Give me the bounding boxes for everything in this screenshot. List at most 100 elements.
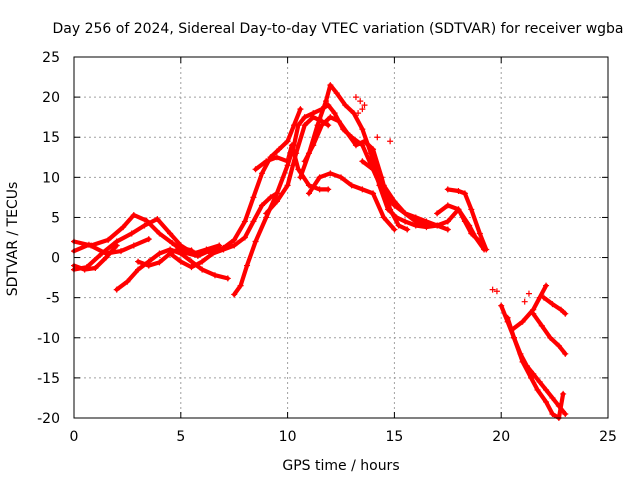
data-point	[560, 390, 567, 397]
data-point	[498, 302, 505, 309]
scatter-point	[374, 134, 381, 141]
y-tick-label: 10	[42, 170, 60, 186]
data-point	[318, 106, 325, 113]
data-point	[284, 182, 291, 189]
data-point	[549, 301, 556, 308]
data-point	[263, 210, 270, 217]
data-point	[367, 150, 374, 157]
x-axis-label: GPS time / hours	[282, 458, 399, 474]
data-point	[113, 242, 120, 249]
data-point	[528, 374, 535, 381]
data-point	[156, 259, 163, 266]
data-point	[231, 242, 238, 249]
data-point	[156, 230, 163, 237]
data-point	[188, 258, 195, 265]
data-point	[301, 114, 308, 121]
scatter-point	[359, 106, 366, 113]
data-point	[538, 322, 545, 329]
data-point	[237, 282, 244, 289]
data-point	[267, 154, 274, 161]
data-point	[145, 236, 152, 243]
data-point	[297, 174, 304, 181]
data-point	[203, 246, 210, 253]
data-point	[370, 146, 377, 153]
data-point	[211, 272, 218, 279]
data-point	[555, 342, 562, 349]
data-point	[85, 241, 92, 248]
data-point	[130, 212, 137, 219]
data-point	[293, 150, 300, 157]
data-point	[124, 278, 131, 285]
data-point	[323, 98, 330, 105]
data-point	[135, 258, 142, 265]
data-point	[252, 166, 259, 173]
data-point	[543, 398, 550, 405]
data-point	[250, 218, 257, 225]
y-tick-label: 0	[51, 251, 60, 267]
data-point	[543, 282, 550, 289]
data-point	[105, 236, 112, 243]
data-point	[549, 410, 556, 417]
data-point	[120, 224, 127, 231]
x-tick-label: 5	[176, 429, 185, 445]
scatter-point	[361, 102, 368, 109]
axis-ticks	[73, 56, 609, 419]
data-point	[154, 216, 161, 223]
data-point	[434, 222, 441, 229]
data-point	[380, 190, 387, 197]
series-track-21	[531, 311, 568, 356]
data-point	[241, 234, 248, 241]
data-point	[333, 90, 340, 97]
data-point	[117, 248, 124, 255]
data-point	[295, 166, 302, 173]
data-point	[244, 262, 251, 269]
data-point	[352, 142, 359, 149]
data-point	[393, 214, 400, 221]
data-point	[391, 226, 398, 233]
data-point	[128, 230, 135, 237]
data-point	[288, 142, 295, 149]
data-point	[338, 174, 344, 181]
data-point	[177, 258, 184, 265]
data-point	[466, 222, 473, 229]
data-point	[167, 250, 174, 257]
x-tick-label: 10	[279, 429, 297, 445]
scatter-point	[352, 94, 359, 101]
data-point	[216, 242, 223, 249]
data-point	[391, 198, 398, 205]
y-tick-label: -15	[37, 371, 60, 387]
y-tick-label: 5	[51, 210, 60, 226]
data-point	[370, 166, 377, 173]
data-point	[562, 310, 569, 317]
series-track-7	[168, 191, 279, 270]
data-point	[402, 210, 409, 217]
y-tick-label: -10	[37, 331, 60, 347]
data-point	[547, 334, 554, 341]
data-point	[325, 102, 332, 109]
data-point	[316, 174, 323, 181]
data-point	[549, 394, 556, 401]
x-tick-label: 20	[492, 429, 510, 445]
data-point	[359, 142, 366, 149]
data-point	[461, 190, 468, 197]
data-point	[305, 182, 312, 189]
data-point	[295, 122, 302, 129]
data-point	[177, 250, 184, 257]
data-point	[113, 286, 120, 293]
data-point	[81, 266, 88, 273]
data-point	[380, 214, 387, 221]
data-point	[194, 250, 201, 257]
data-point	[444, 186, 451, 193]
scatter-point	[357, 98, 364, 105]
data-point	[103, 254, 110, 261]
data-point	[444, 218, 451, 225]
data-point	[301, 122, 308, 129]
data-point	[340, 126, 347, 133]
y-tick-label: 20	[42, 90, 60, 106]
y-tick-label: 15	[42, 130, 60, 146]
y-tick-label: 25	[42, 50, 60, 66]
y-tick-labels: -20 -15 -10 -5 0 5 10 15 20 25	[37, 50, 60, 427]
data-point	[141, 222, 148, 229]
data-point	[359, 186, 366, 193]
data-point	[224, 275, 231, 282]
